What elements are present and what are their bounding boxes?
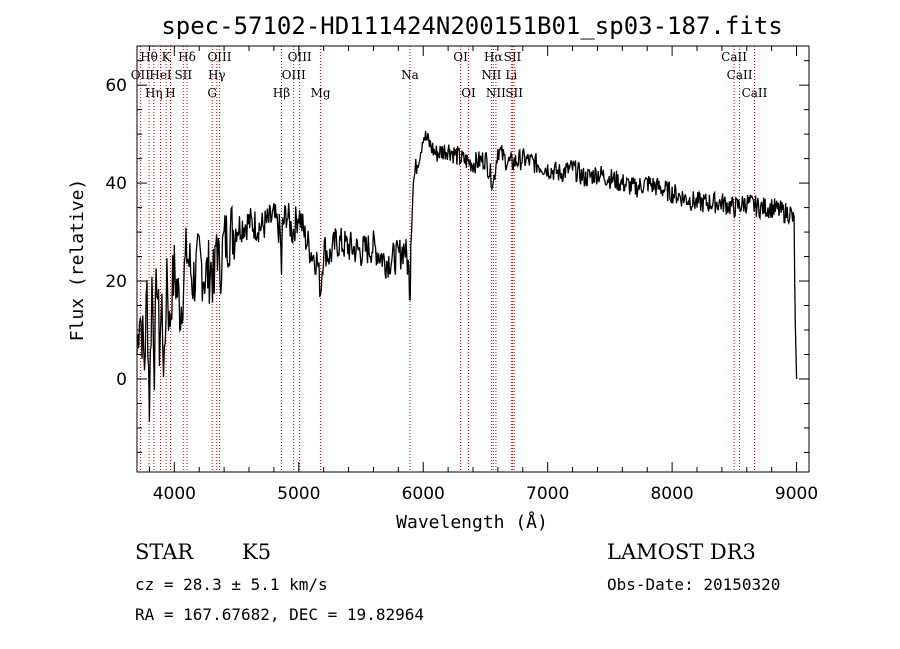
y-axis-label: Flux (relative) [67,179,88,342]
object-class: STAR [135,540,194,564]
line-marker-label: Hη [145,86,163,100]
y-tick-label: 0 [116,370,127,390]
x-tick-label: 6000 [402,484,445,504]
line-marker-label: CaII [742,86,768,100]
x-axis-label: Wavelength (Å) [396,511,548,533]
line-marker-label: Hδ [178,50,196,64]
line-marker-label: OII [131,68,151,82]
line-marker-label: OI [461,86,476,100]
line-marker-label: K [162,50,172,64]
line-marker-label: G [207,86,217,100]
y-tick-label: 60 [105,76,127,96]
x-tick-label: 8000 [650,484,693,504]
line-marker-label: OIII [282,68,306,82]
object-subclass: K5 [242,540,271,564]
line-marker-label: NII [481,68,501,82]
line-marker-label: NII [486,86,506,100]
x-tick-label: 4000 [153,484,196,504]
coordinates-text: RA = 167.67682, DEC = 19.82964 [135,605,424,624]
x-tick-label: 5000 [277,484,320,504]
line-marker-label: SII [504,50,522,64]
line-marker-label: Hγ [208,68,226,82]
spectrum-line [136,130,798,422]
line-marker-label: OIII [288,50,312,64]
x-tick-label: 9000 [775,484,818,504]
line-marker-label-group: Hθ OII Hη K HeI H Hδ SII OIII Hγ G Hβ OIII OIII Mg Na OI… [131,50,768,100]
line-marker-label: SII [174,68,192,82]
line-marker-label: HeI [149,68,172,82]
line-marker-label: SII [505,86,523,100]
line-marker-label: Hθ [140,50,158,64]
line-marker-label: Li [505,68,517,82]
line-marker-label: Hα [484,50,503,64]
line-marker-label: Na [401,68,419,82]
y-tick-label: 40 [105,174,127,194]
line-marker-label: Hβ [273,86,290,100]
line-marker-group [139,46,755,472]
line-marker-label: Mg [311,86,331,100]
survey-name: LAMOST DR3 [607,540,756,564]
line-marker-label: CaII [721,50,747,64]
plot-frame [136,45,810,473]
chart-title: spec-57102-HD111424N200151B01_sp03-187.f… [161,12,782,40]
line-marker-label: CaII [727,68,753,82]
line-marker-label: H [165,86,175,100]
line-marker-label: OI [453,50,468,64]
obs-date-text: Obs-Date: 20150320 [607,575,780,594]
y-tick-label: 20 [105,272,127,292]
line-marker-label: OIII [207,50,231,64]
axis-tick-labels: 4000 5000 6000 7000 8000 9000 0 20 40 60 [105,76,818,504]
axis-ticks [137,46,809,472]
redshift-text: cz = 28.3 ± 5.1 km/s [135,575,328,594]
x-tick-label: 7000 [526,484,569,504]
